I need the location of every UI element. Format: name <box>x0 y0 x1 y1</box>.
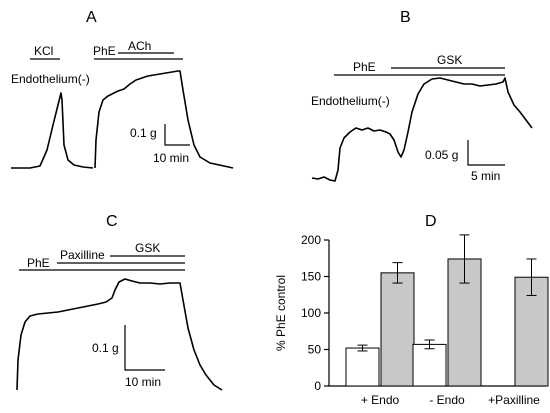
scale-y-b: 0.05 g <box>425 148 458 162</box>
y-tick-label: 200 <box>301 233 321 247</box>
phe-label-b: PhE <box>353 60 376 74</box>
bar <box>412 343 447 387</box>
x-tick-label: - Endo <box>429 393 465 407</box>
y-tick-label: 150 <box>301 270 321 284</box>
scale-x-a: 10 min <box>153 151 189 165</box>
scale-bar-c: 0.1 g 10 min <box>92 325 165 389</box>
panel-a: A KCl PhE ACh Endothelium(-) 0.1 g 10 mi… <box>11 9 234 169</box>
scale-x-b: 5 min <box>471 169 500 183</box>
y-axis-title: % PhE control <box>274 275 288 351</box>
bar <box>345 347 380 387</box>
scale-bar-b: 0.05 g 5 min <box>425 140 505 183</box>
scale-y-a: 0.1 g <box>130 126 157 140</box>
trace-c <box>16 278 223 391</box>
x-tick-label: +Paxilline <box>488 393 540 407</box>
endothelium-label-b: Endothelium(-) <box>311 94 390 108</box>
scale-x-c: 10 min <box>125 375 161 389</box>
bar <box>380 272 415 387</box>
trace-b <box>311 77 533 182</box>
panel-b: B PhE GSK Endothelium(-) 0.05 g 5 min <box>311 9 533 183</box>
trace-a <box>11 70 234 169</box>
y-tick-label: 50 <box>308 343 322 357</box>
panel-d: D 0 50 100 150 200 % PhE control + Endo - Endo +… <box>274 213 549 407</box>
phe-label-a: PhE <box>93 44 116 58</box>
ach-label: ACh <box>128 39 151 53</box>
scale-bar-a: 0.1 g 10 min <box>130 124 190 165</box>
panel-b-letter: B <box>400 9 411 26</box>
panel-c: C PhE Paxilline GSK 0.1 g 10 min <box>16 213 223 391</box>
panel-d-letter: D <box>425 213 437 230</box>
bar-chart: 0 50 100 150 200 % PhE control + Endo - Endo +Pa… <box>274 233 549 407</box>
gsk-label-c: GSK <box>135 241 160 255</box>
panel-c-letter: C <box>106 213 118 230</box>
kcl-label: KCl <box>34 44 53 58</box>
gsk-label-b: GSK <box>437 53 462 67</box>
scale-y-c: 0.1 g <box>92 341 119 355</box>
y-tick-label: 0 <box>314 379 321 393</box>
endothelium-label-a: Endothelium(-) <box>11 72 90 86</box>
x-tick-label: + Endo <box>361 393 400 407</box>
phe-label-c: PhE <box>27 256 50 270</box>
y-tick-label: 100 <box>301 306 321 320</box>
paxilline-label: Paxilline <box>60 248 105 262</box>
panel-a-letter: A <box>86 9 97 26</box>
